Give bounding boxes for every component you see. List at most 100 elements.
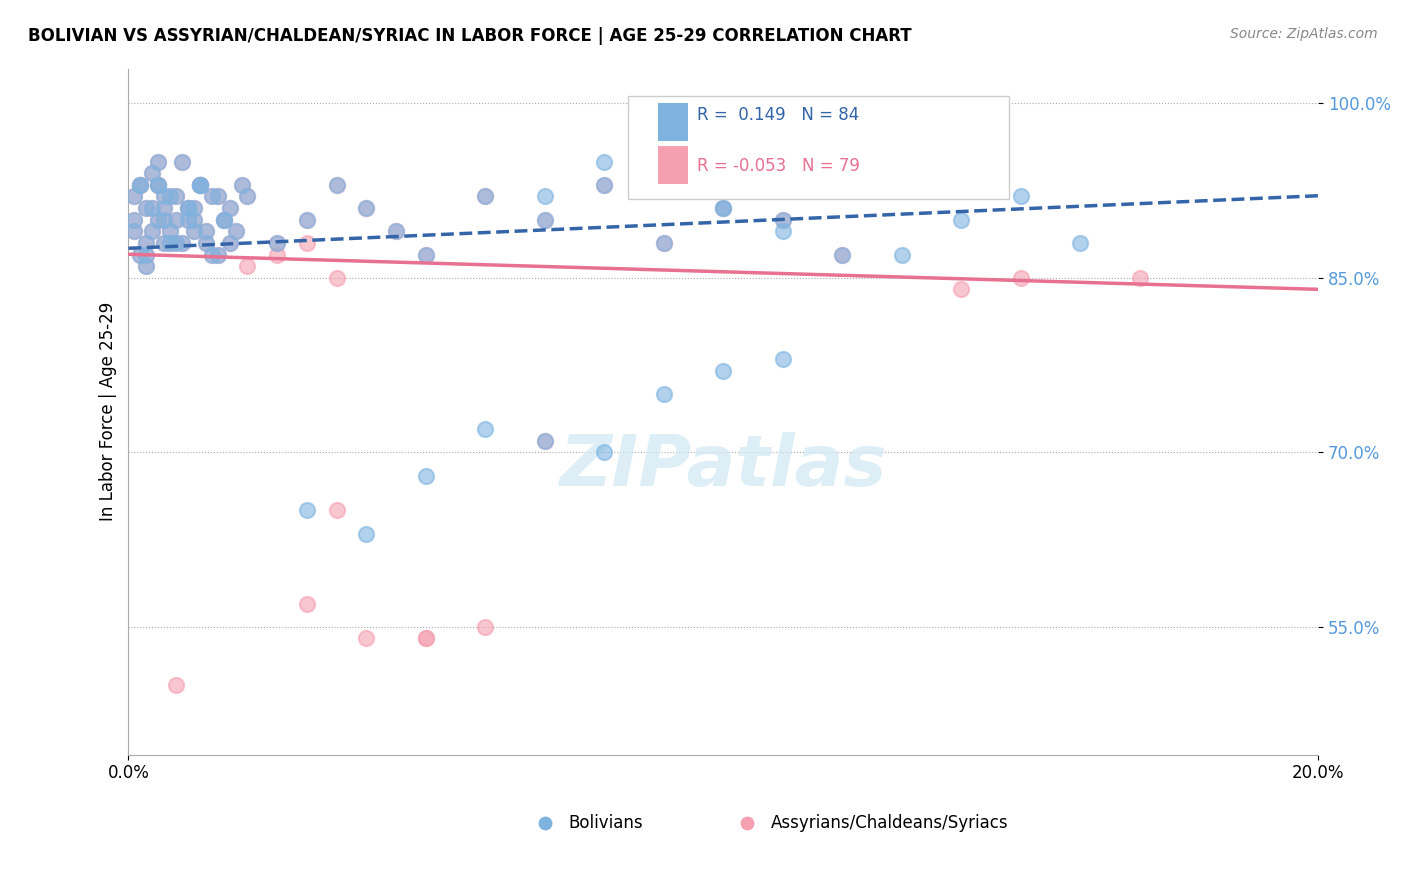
Point xyxy=(890,178,912,192)
Point xyxy=(772,224,794,238)
Point xyxy=(153,189,176,203)
Point xyxy=(188,178,211,192)
Point xyxy=(652,235,675,250)
Point xyxy=(165,212,187,227)
Point xyxy=(207,189,229,203)
Point xyxy=(141,224,163,238)
Point xyxy=(218,201,240,215)
Point xyxy=(1129,271,1152,285)
Text: ZIPatlas: ZIPatlas xyxy=(560,432,887,501)
Point xyxy=(153,235,176,250)
Point xyxy=(415,247,437,261)
Point xyxy=(212,212,235,227)
Point xyxy=(831,154,853,169)
Point xyxy=(183,224,205,238)
Point xyxy=(124,224,146,238)
Point xyxy=(218,235,240,250)
Point xyxy=(124,212,146,227)
Point xyxy=(201,189,224,203)
Point xyxy=(236,259,259,273)
Point xyxy=(124,189,146,203)
Point xyxy=(295,212,318,227)
Point xyxy=(890,247,912,261)
Point xyxy=(183,212,205,227)
Point xyxy=(325,178,347,192)
Point xyxy=(135,201,157,215)
Point xyxy=(148,178,170,192)
Point xyxy=(177,201,200,215)
Point xyxy=(1010,271,1032,285)
Point xyxy=(165,212,187,227)
Point xyxy=(711,201,734,215)
Point xyxy=(177,201,200,215)
Point xyxy=(201,247,224,261)
Point xyxy=(153,212,176,227)
Point xyxy=(188,178,211,192)
Point xyxy=(201,247,224,261)
Point xyxy=(124,224,146,238)
Point xyxy=(474,189,496,203)
Point xyxy=(236,189,259,203)
Text: BOLIVIAN VS ASSYRIAN/CHALDEAN/SYRIAC IN LABOR FORCE | AGE 25-29 CORRELATION CHAR: BOLIVIAN VS ASSYRIAN/CHALDEAN/SYRIAC IN … xyxy=(28,27,911,45)
Point xyxy=(772,212,794,227)
Point xyxy=(212,212,235,227)
Point xyxy=(474,422,496,436)
Point xyxy=(295,597,318,611)
Point xyxy=(159,189,181,203)
Point xyxy=(225,224,247,238)
Point xyxy=(141,166,163,180)
Text: Assyrians/Chaldeans/Syriacs: Assyrians/Chaldeans/Syriacs xyxy=(770,814,1008,832)
Point xyxy=(266,235,288,250)
Point xyxy=(153,212,176,227)
Point xyxy=(153,235,176,250)
Point xyxy=(170,154,193,169)
Point xyxy=(356,526,378,541)
Point xyxy=(218,201,240,215)
Point xyxy=(153,201,176,215)
Point xyxy=(165,235,187,250)
Point xyxy=(170,235,193,250)
Point xyxy=(474,620,496,634)
Point xyxy=(385,224,408,238)
Point xyxy=(159,224,181,238)
Text: R =  0.149   N = 84: R = 0.149 N = 84 xyxy=(697,106,859,124)
Point xyxy=(153,201,176,215)
Point xyxy=(534,434,557,448)
Point xyxy=(129,178,152,192)
Point xyxy=(165,235,187,250)
Point xyxy=(183,224,205,238)
Point xyxy=(141,201,163,215)
Point xyxy=(772,212,794,227)
Point xyxy=(148,154,170,169)
Point xyxy=(148,178,170,192)
Point xyxy=(177,212,200,227)
Point xyxy=(135,247,157,261)
Point xyxy=(266,235,288,250)
Point xyxy=(135,259,157,273)
Point xyxy=(593,445,616,459)
Point xyxy=(295,503,318,517)
FancyBboxPatch shape xyxy=(658,146,688,184)
Point xyxy=(177,201,200,215)
Point xyxy=(170,154,193,169)
Point xyxy=(225,224,247,238)
Point xyxy=(129,247,152,261)
Point xyxy=(325,271,347,285)
Point xyxy=(141,224,163,238)
Point xyxy=(295,212,318,227)
Point xyxy=(141,166,163,180)
Point xyxy=(188,178,211,192)
Point xyxy=(129,178,152,192)
Point xyxy=(183,201,205,215)
Point xyxy=(534,189,557,203)
Point xyxy=(772,352,794,367)
Point xyxy=(159,224,181,238)
Point xyxy=(135,235,157,250)
Point xyxy=(218,235,240,250)
Point xyxy=(177,212,200,227)
Point xyxy=(165,678,187,692)
Point xyxy=(1069,235,1091,250)
Point xyxy=(194,224,217,238)
Y-axis label: In Labor Force | Age 25-29: In Labor Force | Age 25-29 xyxy=(100,302,117,521)
Point xyxy=(356,201,378,215)
